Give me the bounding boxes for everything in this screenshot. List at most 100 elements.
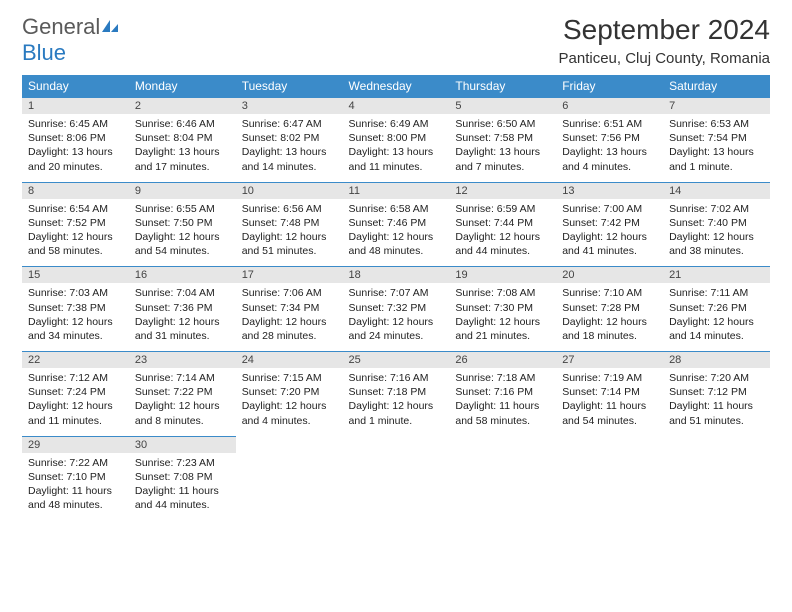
day-number: 7 (663, 98, 770, 114)
day-cell: 26Sunrise: 7:18 AMSunset: 7:16 PMDayligh… (449, 351, 556, 436)
day-cell: 17Sunrise: 7:06 AMSunset: 7:34 PMDayligh… (236, 266, 343, 351)
day-cell: 25Sunrise: 7:16 AMSunset: 7:18 PMDayligh… (343, 351, 450, 436)
day-cell: 20Sunrise: 7:10 AMSunset: 7:28 PMDayligh… (556, 266, 663, 351)
calendar-cell: 28Sunrise: 7:20 AMSunset: 7:12 PMDayligh… (663, 351, 770, 436)
day-details: Sunrise: 6:51 AMSunset: 7:56 PMDaylight:… (556, 114, 663, 182)
day-sunset: Sunset: 7:16 PM (455, 385, 550, 399)
day-details: Sunrise: 6:49 AMSunset: 8:00 PMDaylight:… (343, 114, 450, 182)
day-sunrise: Sunrise: 6:46 AM (135, 117, 230, 131)
day-sunset: Sunset: 7:44 PM (455, 216, 550, 230)
day-sunset: Sunset: 7:08 PM (135, 470, 230, 484)
day-sunrise: Sunrise: 7:12 AM (28, 371, 123, 385)
day-details: Sunrise: 7:02 AMSunset: 7:40 PMDaylight:… (663, 199, 770, 267)
day-details: Sunrise: 6:54 AMSunset: 7:52 PMDaylight:… (22, 199, 129, 267)
day-sunset: Sunset: 7:18 PM (349, 385, 444, 399)
day-details: Sunrise: 7:19 AMSunset: 7:14 PMDaylight:… (556, 368, 663, 436)
day-details: Sunrise: 6:56 AMSunset: 7:48 PMDaylight:… (236, 199, 343, 267)
day-daylight: Daylight: 12 hours and 34 minutes. (28, 315, 123, 343)
day-sunset: Sunset: 7:12 PM (669, 385, 764, 399)
day-number: 14 (663, 183, 770, 199)
day-sunrise: Sunrise: 7:04 AM (135, 286, 230, 300)
day-sunset: Sunset: 8:00 PM (349, 131, 444, 145)
calendar-cell: 5Sunrise: 6:50 AMSunset: 7:58 PMDaylight… (449, 97, 556, 182)
day-sunset: Sunset: 7:26 PM (669, 301, 764, 315)
calendar-body: 1Sunrise: 6:45 AMSunset: 8:06 PMDaylight… (22, 97, 770, 520)
calendar-cell: 26Sunrise: 7:18 AMSunset: 7:16 PMDayligh… (449, 351, 556, 436)
day-details: Sunrise: 6:53 AMSunset: 7:54 PMDaylight:… (663, 114, 770, 182)
calendar-cell: 19Sunrise: 7:08 AMSunset: 7:30 PMDayligh… (449, 266, 556, 351)
calendar-cell: 23Sunrise: 7:14 AMSunset: 7:22 PMDayligh… (129, 351, 236, 436)
day-daylight: Daylight: 11 hours and 48 minutes. (28, 484, 123, 512)
calendar-week: 8Sunrise: 6:54 AMSunset: 7:52 PMDaylight… (22, 182, 770, 267)
day-number: 25 (343, 352, 450, 368)
day-number: 20 (556, 267, 663, 283)
calendar-cell: 12Sunrise: 6:59 AMSunset: 7:44 PMDayligh… (449, 182, 556, 267)
day-number: 26 (449, 352, 556, 368)
day-cell: 7Sunrise: 6:53 AMSunset: 7:54 PMDaylight… (663, 97, 770, 182)
day-cell: 21Sunrise: 7:11 AMSunset: 7:26 PMDayligh… (663, 266, 770, 351)
day-daylight: Daylight: 13 hours and 14 minutes. (242, 145, 337, 173)
day-sunset: Sunset: 7:10 PM (28, 470, 123, 484)
day-sunrise: Sunrise: 6:59 AM (455, 202, 550, 216)
day-sunrise: Sunrise: 7:20 AM (669, 371, 764, 385)
calendar-cell: 7Sunrise: 6:53 AMSunset: 7:54 PMDaylight… (663, 97, 770, 182)
calendar-cell: 21Sunrise: 7:11 AMSunset: 7:26 PMDayligh… (663, 266, 770, 351)
day-sunrise: Sunrise: 7:22 AM (28, 456, 123, 470)
day-sunrise: Sunrise: 7:07 AM (349, 286, 444, 300)
day-cell: 12Sunrise: 6:59 AMSunset: 7:44 PMDayligh… (449, 182, 556, 267)
day-cell: 5Sunrise: 6:50 AMSunset: 7:58 PMDaylight… (449, 97, 556, 182)
day-sunset: Sunset: 7:50 PM (135, 216, 230, 230)
calendar-cell: 29Sunrise: 7:22 AMSunset: 7:10 PMDayligh… (22, 436, 129, 521)
day-number: 23 (129, 352, 236, 368)
calendar-cell: 10Sunrise: 6:56 AMSunset: 7:48 PMDayligh… (236, 182, 343, 267)
day-details: Sunrise: 7:07 AMSunset: 7:32 PMDaylight:… (343, 283, 450, 351)
day-details: Sunrise: 6:59 AMSunset: 7:44 PMDaylight:… (449, 199, 556, 267)
day-sunrise: Sunrise: 7:11 AM (669, 286, 764, 300)
day-daylight: Daylight: 11 hours and 44 minutes. (135, 484, 230, 512)
day-daylight: Daylight: 12 hours and 58 minutes. (28, 230, 123, 258)
day-cell: 24Sunrise: 7:15 AMSunset: 7:20 PMDayligh… (236, 351, 343, 436)
day-sunrise: Sunrise: 7:08 AM (455, 286, 550, 300)
day-number: 3 (236, 98, 343, 114)
day-number: 17 (236, 267, 343, 283)
day-cell: 8Sunrise: 6:54 AMSunset: 7:52 PMDaylight… (22, 182, 129, 267)
logo-blue: Blue (22, 40, 66, 65)
calendar-cell: 16Sunrise: 7:04 AMSunset: 7:36 PMDayligh… (129, 266, 236, 351)
day-details: Sunrise: 7:16 AMSunset: 7:18 PMDaylight:… (343, 368, 450, 436)
day-daylight: Daylight: 12 hours and 1 minute. (349, 399, 444, 427)
day-sunset: Sunset: 7:42 PM (562, 216, 657, 230)
day-cell: 10Sunrise: 6:56 AMSunset: 7:48 PMDayligh… (236, 182, 343, 267)
day-daylight: Daylight: 12 hours and 44 minutes. (455, 230, 550, 258)
day-sunset: Sunset: 7:30 PM (455, 301, 550, 315)
day-sunset: Sunset: 7:56 PM (562, 131, 657, 145)
calendar-cell: 13Sunrise: 7:00 AMSunset: 7:42 PMDayligh… (556, 182, 663, 267)
day-sunrise: Sunrise: 7:18 AM (455, 371, 550, 385)
day-sunrise: Sunrise: 7:19 AM (562, 371, 657, 385)
calendar-week: 15Sunrise: 7:03 AMSunset: 7:38 PMDayligh… (22, 266, 770, 351)
calendar-week: 1Sunrise: 6:45 AMSunset: 8:06 PMDaylight… (22, 97, 770, 182)
day-sunset: Sunset: 7:14 PM (562, 385, 657, 399)
day-sunrise: Sunrise: 7:06 AM (242, 286, 337, 300)
day-details: Sunrise: 7:12 AMSunset: 7:24 PMDaylight:… (22, 368, 129, 436)
day-number: 22 (22, 352, 129, 368)
day-sunrise: Sunrise: 6:53 AM (669, 117, 764, 131)
day-details: Sunrise: 6:45 AMSunset: 8:06 PMDaylight:… (22, 114, 129, 182)
day-number: 15 (22, 267, 129, 283)
day-daylight: Daylight: 12 hours and 31 minutes. (135, 315, 230, 343)
day-sunrise: Sunrise: 7:16 AM (349, 371, 444, 385)
day-cell: 4Sunrise: 6:49 AMSunset: 8:00 PMDaylight… (343, 97, 450, 182)
day-sunset: Sunset: 7:38 PM (28, 301, 123, 315)
calendar-cell: 25Sunrise: 7:16 AMSunset: 7:18 PMDayligh… (343, 351, 450, 436)
day-details: Sunrise: 7:14 AMSunset: 7:22 PMDaylight:… (129, 368, 236, 436)
day-details: Sunrise: 7:08 AMSunset: 7:30 PMDaylight:… (449, 283, 556, 351)
day-cell: 6Sunrise: 6:51 AMSunset: 7:56 PMDaylight… (556, 97, 663, 182)
day-cell: 29Sunrise: 7:22 AMSunset: 7:10 PMDayligh… (22, 436, 129, 521)
calendar-week: 22Sunrise: 7:12 AMSunset: 7:24 PMDayligh… (22, 351, 770, 436)
calendar-cell: 11Sunrise: 6:58 AMSunset: 7:46 PMDayligh… (343, 182, 450, 267)
day-details: Sunrise: 7:10 AMSunset: 7:28 PMDaylight:… (556, 283, 663, 351)
day-sunrise: Sunrise: 6:47 AM (242, 117, 337, 131)
day-number: 11 (343, 183, 450, 199)
day-sunset: Sunset: 7:36 PM (135, 301, 230, 315)
day-details: Sunrise: 6:50 AMSunset: 7:58 PMDaylight:… (449, 114, 556, 182)
day-number: 13 (556, 183, 663, 199)
